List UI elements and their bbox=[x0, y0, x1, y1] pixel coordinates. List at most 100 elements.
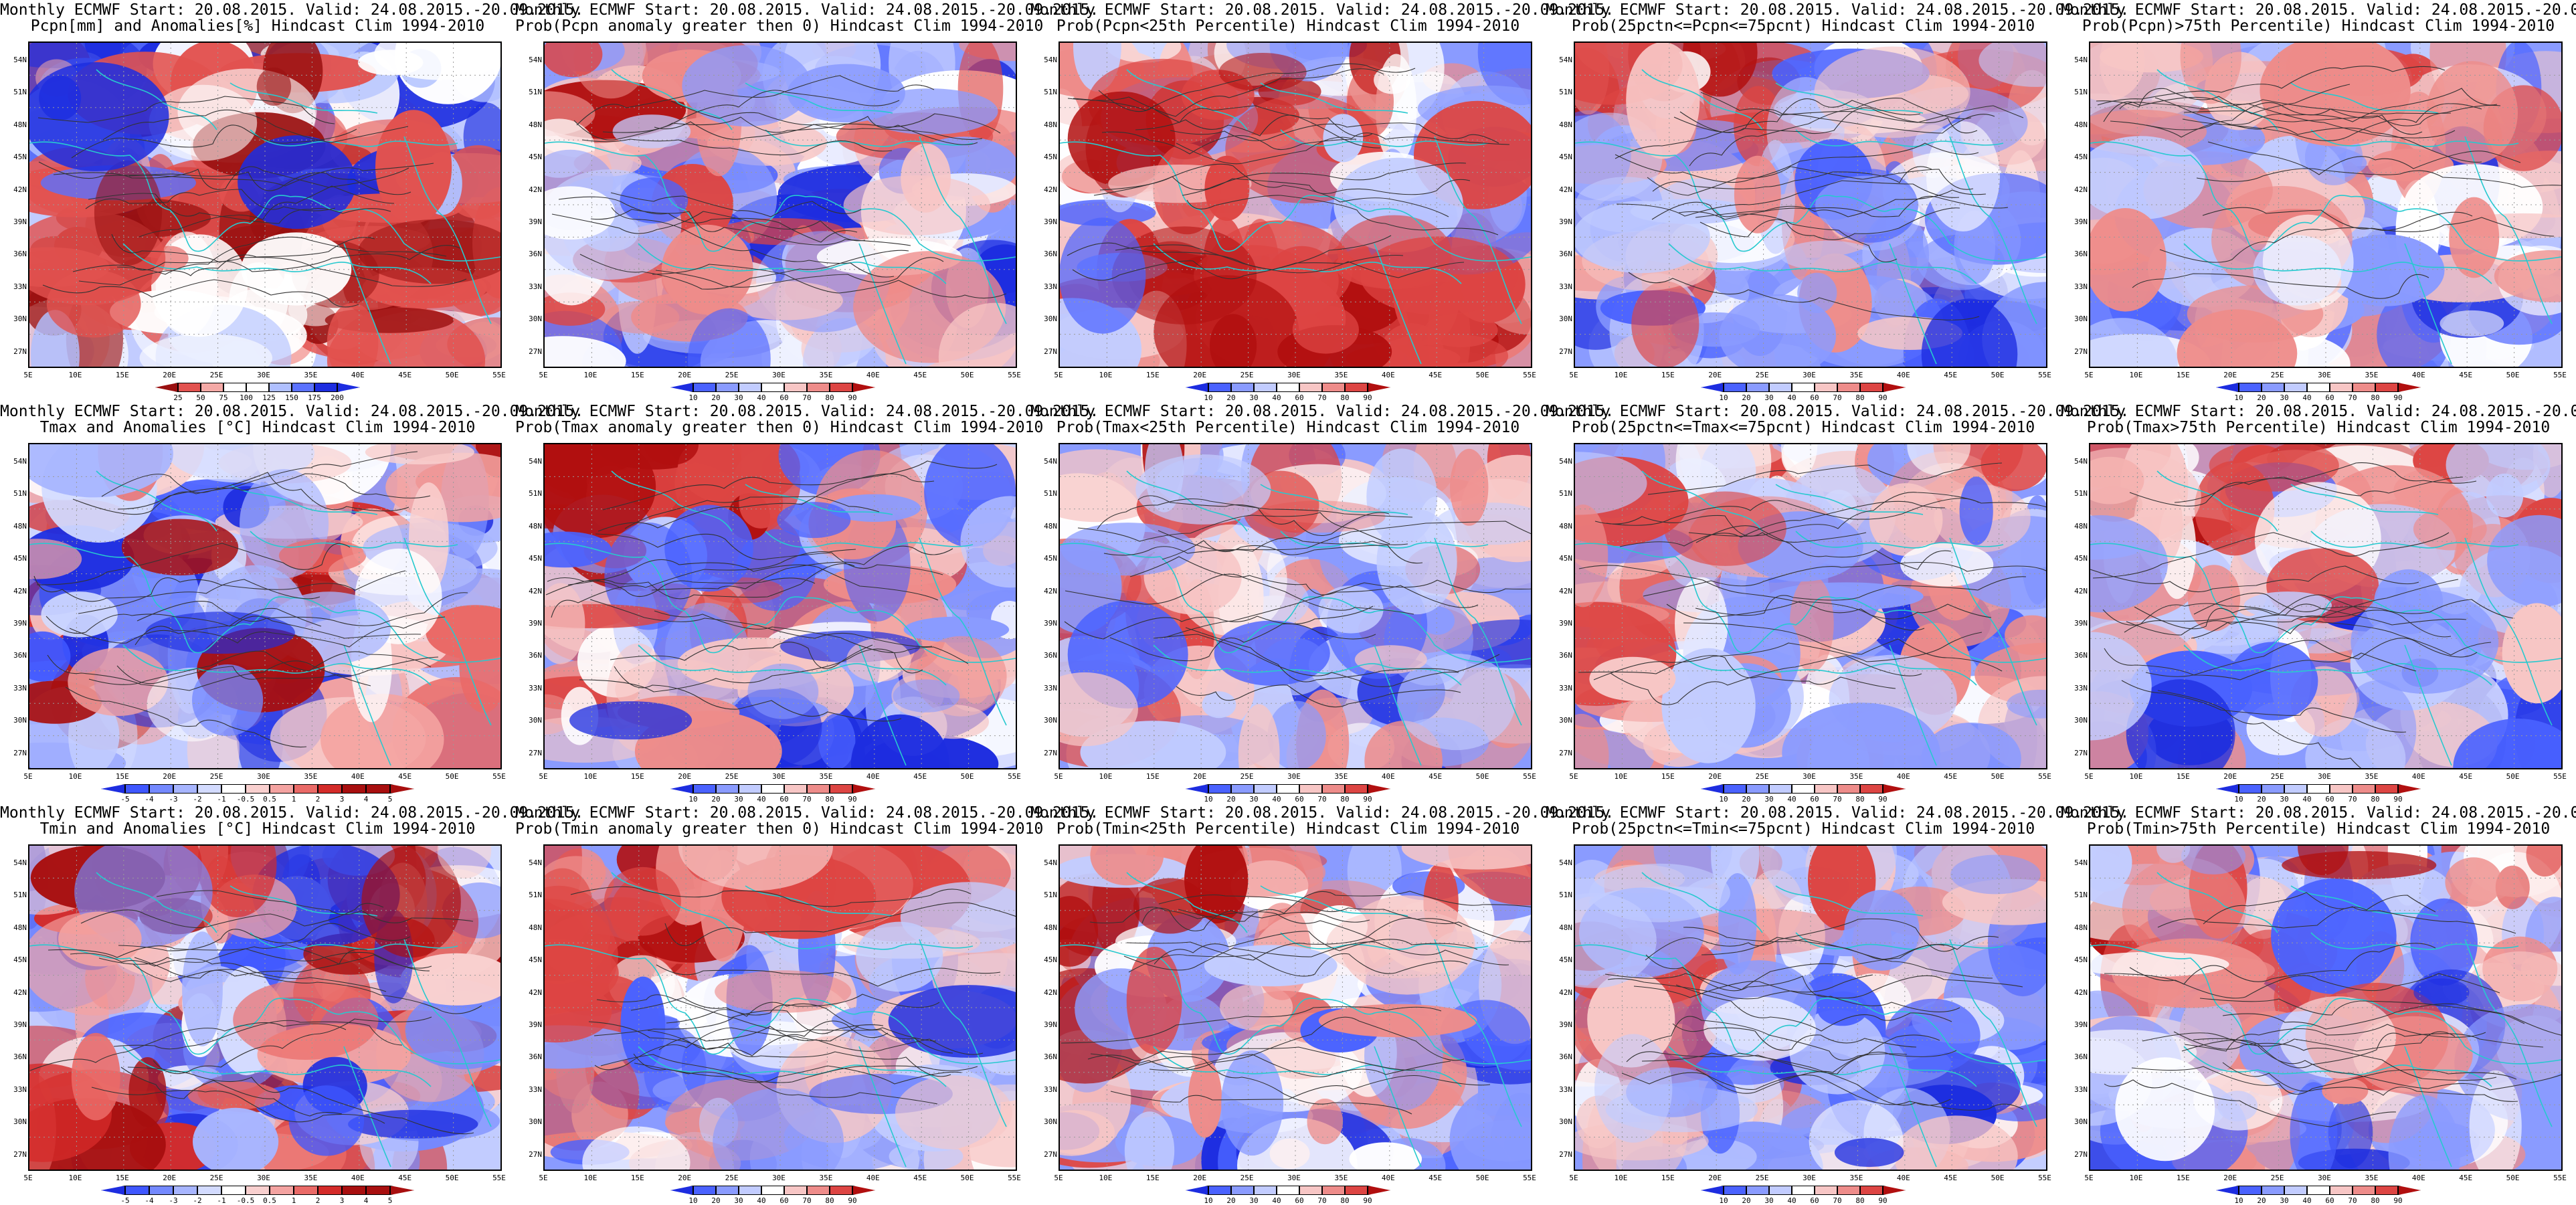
lon-tick-label: 25E bbox=[1755, 371, 1769, 379]
field-patch bbox=[545, 980, 612, 1043]
lon-tick-label: 45E bbox=[913, 772, 927, 781]
lon-tick-label: 55E bbox=[1523, 772, 1536, 781]
field-patch bbox=[2260, 43, 2411, 147]
lat-tick-label: 45N bbox=[529, 554, 542, 563]
lat-tick-label: 51N bbox=[1044, 88, 1057, 97]
legend-swatch bbox=[1186, 383, 1208, 392]
lon-tick-label: 15E bbox=[1145, 371, 1160, 379]
field-patch bbox=[1834, 1137, 1904, 1168]
map-field bbox=[545, 444, 1016, 768]
legend-swatch bbox=[1769, 1186, 1792, 1195]
field-patch bbox=[604, 866, 681, 936]
lon-tick-label: 50E bbox=[960, 1174, 974, 1182]
map-panel-tmin-prob-gt0: Monthly ECMWF Start: 20.08.2015. Valid: … bbox=[515, 803, 1099, 1205]
legend-tick-label: 40 bbox=[757, 1196, 766, 1205]
lat-tick-label: 54N bbox=[1044, 56, 1057, 64]
legend-swatch bbox=[390, 1186, 414, 1195]
legend-tick-label: 90 bbox=[1363, 795, 1372, 804]
field-patch bbox=[1589, 656, 1676, 701]
lon-tick-label: 50E bbox=[445, 1174, 459, 1182]
lon-tick-label: 55E bbox=[1523, 1174, 1536, 1182]
map-field bbox=[2090, 444, 2561, 768]
legend-swatch bbox=[2284, 784, 2307, 794]
lat-tick-label: 33N bbox=[2074, 282, 2088, 291]
lon-tick-label: 50E bbox=[1991, 772, 2005, 781]
legend-tick-label: 20 bbox=[1226, 795, 1236, 804]
legend-tick-label: 30 bbox=[2280, 795, 2289, 804]
lon-tick-label: 45E bbox=[2459, 772, 2473, 781]
field-patch bbox=[1589, 863, 1730, 923]
lat-tick-label: 36N bbox=[1044, 250, 1057, 259]
field-patch bbox=[1631, 281, 1699, 367]
lat-tick-label: 45N bbox=[1044, 554, 1057, 563]
legend-tick-label: 80 bbox=[825, 1196, 834, 1205]
lon-tick-label: 25E bbox=[1755, 1174, 1769, 1182]
field-patch bbox=[2440, 310, 2504, 337]
legend-swatch bbox=[830, 383, 852, 392]
legend-swatch bbox=[1837, 1186, 1860, 1195]
field-patch bbox=[644, 444, 699, 466]
legend-swatch bbox=[1345, 784, 1368, 794]
lat-tick-label: 54N bbox=[529, 457, 542, 466]
field-patch bbox=[960, 496, 1016, 588]
lon-tick-label: 35E bbox=[819, 1174, 833, 1182]
lat-tick-label: 39N bbox=[1044, 217, 1057, 226]
field-patch bbox=[1060, 896, 1099, 967]
lat-tick-label: 33N bbox=[1559, 282, 1572, 291]
lon-tick-label: 25E bbox=[725, 772, 739, 781]
legend-swatch bbox=[2330, 784, 2353, 794]
field-patch bbox=[664, 504, 753, 592]
map-field bbox=[545, 846, 1016, 1170]
map-canvas bbox=[1059, 41, 1532, 368]
lat-tick-label: 51N bbox=[13, 489, 27, 498]
field-patch bbox=[1921, 298, 2018, 367]
lat-tick-label: 27N bbox=[1044, 1149, 1057, 1159]
lon-tick-label: 50E bbox=[1475, 772, 1489, 781]
lat-tick-label: 30N bbox=[529, 716, 542, 725]
field-patch bbox=[241, 232, 352, 306]
lon-tick-label: 25E bbox=[1240, 772, 1254, 781]
legend-swatch bbox=[1815, 784, 1837, 794]
lat-tick-label: 45N bbox=[13, 955, 27, 965]
color-legend bbox=[1186, 784, 1390, 794]
lon-tick-label: 45E bbox=[398, 1174, 412, 1182]
lon-tick-label: 35E bbox=[2365, 772, 2379, 781]
lon-tick-label: 35E bbox=[1334, 371, 1348, 379]
legend-swatch bbox=[1860, 383, 1883, 392]
legend-swatch bbox=[1322, 383, 1345, 392]
field-patch bbox=[1950, 854, 2041, 895]
legend-swatch bbox=[1254, 784, 1277, 794]
lat-tick-label: 36N bbox=[2074, 250, 2088, 259]
legend-tick-label: 30 bbox=[1249, 393, 1259, 402]
field-patch bbox=[1204, 945, 1338, 987]
field-patch bbox=[128, 1057, 167, 1127]
legend-tick-label: 70 bbox=[2348, 393, 2357, 402]
legend-tick-label: 70 bbox=[1317, 1196, 1327, 1205]
legend-swatch bbox=[852, 784, 875, 794]
legend-tick-label: 80 bbox=[825, 795, 834, 804]
legend-swatch bbox=[1883, 1186, 1906, 1195]
lon-tick-label: 35E bbox=[304, 772, 318, 781]
map-field bbox=[1575, 846, 2046, 1170]
legend-tick-label: 10 bbox=[1204, 795, 1213, 804]
lat-tick-label: 51N bbox=[1559, 489, 1572, 498]
lon-tick-label: 20E bbox=[1708, 772, 1722, 781]
lon-tick-label: 35E bbox=[304, 371, 318, 379]
color-legend bbox=[670, 1186, 875, 1195]
lat-tick-label: 33N bbox=[2074, 683, 2088, 692]
field-patch bbox=[739, 476, 784, 529]
legend-swatch bbox=[670, 784, 693, 794]
legend-tick-label: 40 bbox=[1272, 795, 1281, 804]
lon-tick-label: 20E bbox=[678, 772, 692, 781]
legend-swatch bbox=[807, 383, 830, 392]
lat-tick-label: 51N bbox=[1559, 88, 1572, 97]
legend-swatch bbox=[852, 1186, 875, 1195]
color-legend bbox=[670, 784, 875, 794]
field-patch bbox=[1376, 509, 1457, 615]
legend-tick-label: 60 bbox=[779, 1196, 789, 1205]
legend-swatch bbox=[125, 1186, 149, 1195]
legend-swatch bbox=[830, 1186, 852, 1195]
lat-tick-label: 39N bbox=[1559, 217, 1572, 226]
legend-tick-label: 80 bbox=[1855, 795, 1865, 804]
map-canvas bbox=[2089, 844, 2563, 1171]
